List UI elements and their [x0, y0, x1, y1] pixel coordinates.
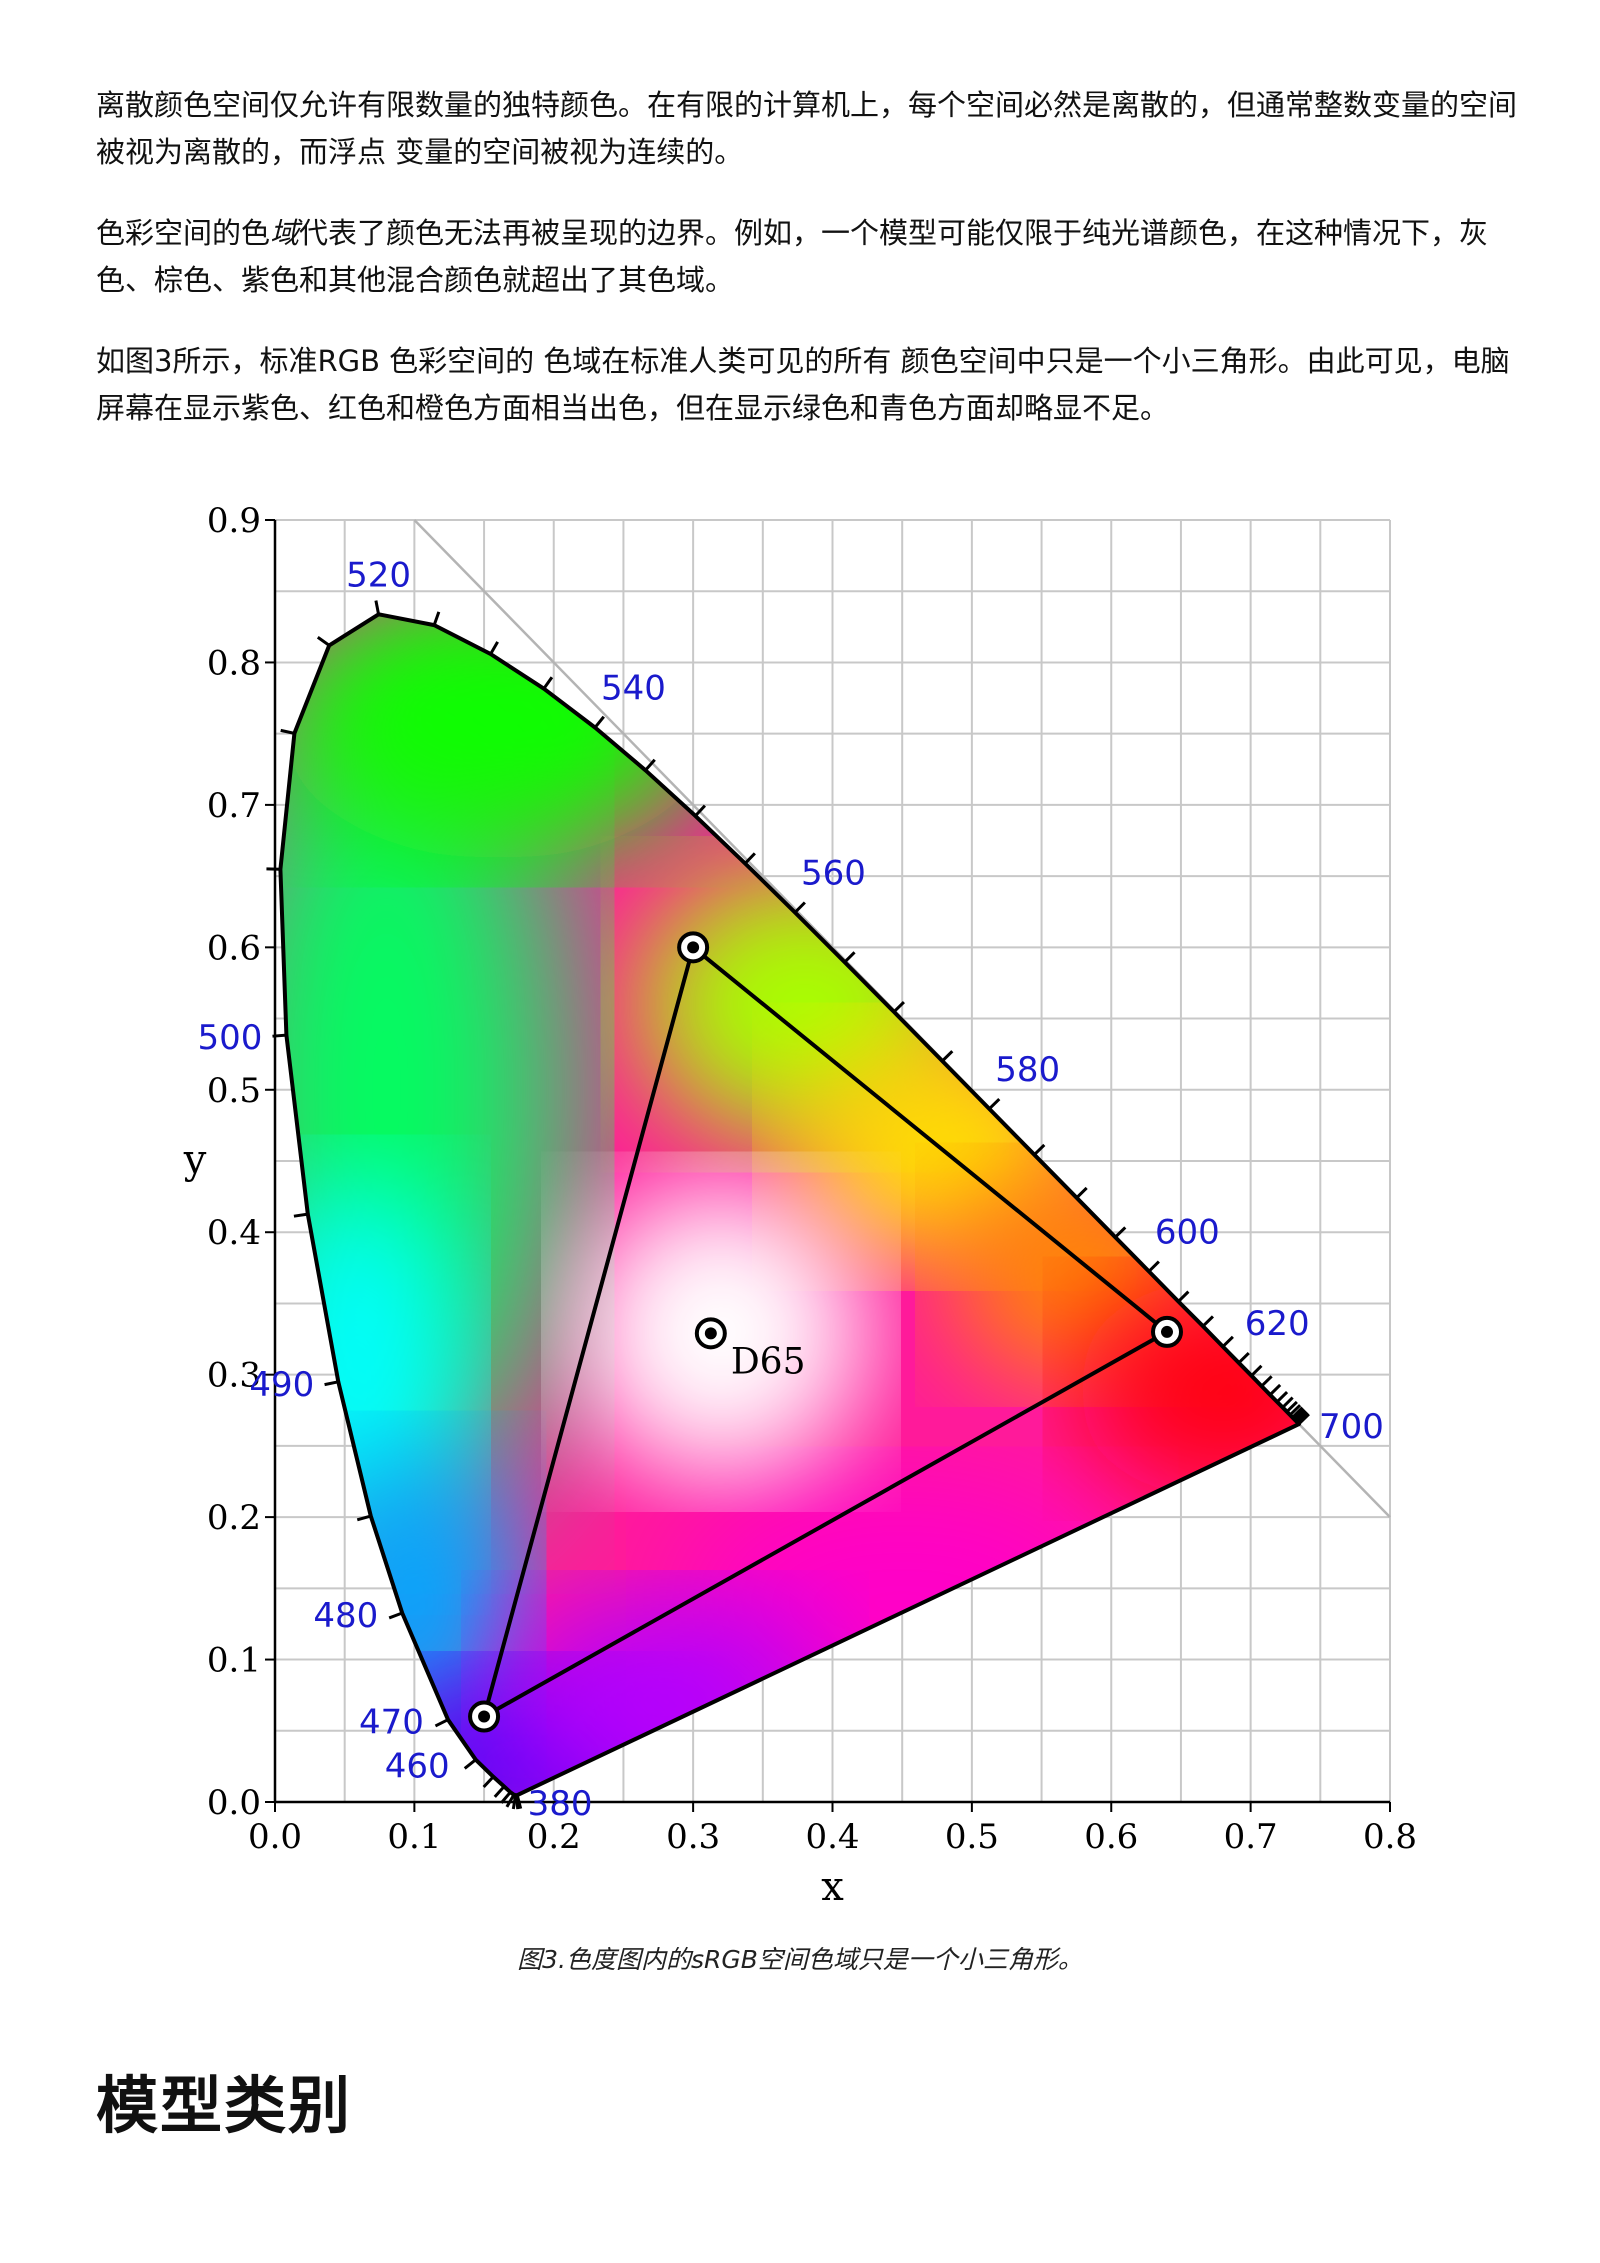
wavelength-tick: [744, 852, 756, 865]
y-axis-title: y: [183, 1137, 207, 1183]
wavelength-tick: [1281, 1396, 1294, 1409]
y-tick-label: 0.8: [207, 643, 261, 683]
paragraph-discrete-color-space: 离散颜色空间仅允许有限数量的独特颜色。在有限的计算机上，每个空间必然是离散的，但…: [96, 82, 1536, 176]
white-point-label: D65: [731, 1341, 806, 1382]
wavelength-label: 500: [198, 1018, 263, 1058]
wavelength-label: 620: [1245, 1304, 1310, 1344]
wavelength-tick: [1291, 1406, 1304, 1419]
wavelength-label: 600: [1155, 1212, 1220, 1252]
wavelength-tick: [500, 1791, 512, 1804]
wavelength-tick: [1114, 1226, 1127, 1239]
y-tick-label: 0.6: [207, 928, 261, 968]
paragraph-text-start: 色彩空间的色: [96, 216, 271, 250]
paragraph-srgb-gamut: 如图3所示，标准RGB 色彩空间的 色域在标准人类可见的所有 颜色空间中只是一个…: [96, 338, 1536, 432]
paragraph-text: 如图3所示，标准RGB 色彩空间的 色域在标准人类可见的所有 颜色空间中只是一个…: [96, 344, 1510, 425]
x-axis-title: x: [821, 1864, 844, 1910]
wavelength-label: 560: [801, 853, 866, 893]
wavelength-tick: [280, 728, 295, 735]
x-tick-label: 0.5: [945, 1817, 999, 1857]
wavelength-tick: [1285, 1400, 1298, 1413]
y-tick-label: 0.5: [207, 1071, 261, 1111]
wavelength-tick: [1250, 1364, 1263, 1377]
wavelength-label: 460: [385, 1747, 450, 1787]
wavelength-label: 540: [601, 669, 666, 709]
wavelength-label: 580: [995, 1050, 1060, 1090]
figure-caption: 图3.色度图内的sRGB空间色域只是一个小三角形。: [517, 1945, 1083, 1974]
wavelength-tick: [482, 1775, 495, 1789]
gamut-vertex-dot: [478, 1710, 491, 1723]
y-tick-label: 0.1: [207, 1641, 261, 1681]
wavelength-tick: [941, 1050, 954, 1063]
wavelength-label: 470: [359, 1703, 424, 1743]
wavelength-tick: [1201, 1315, 1214, 1328]
wavelength-tick: [892, 1000, 905, 1013]
wavelength-tick: [1260, 1375, 1273, 1388]
x-tick-label: 0.0: [248, 1817, 302, 1857]
x-tick-label: 0.6: [1084, 1817, 1138, 1857]
wavelength-tick: [1276, 1390, 1289, 1403]
wavelength-tick: [694, 804, 707, 817]
chromaticity-diagram: 0.0 0.1 0.2 0.3 0.4 0.5 0.6 0.7 0.8 0.0 0.1 0.2 0.3 0…: [183, 501, 1417, 1910]
paragraph-text-end: 代表了颜色无法再被呈现的边界。例如，一个模型可能仅限于纯光谱颜色，在这种情况下，…: [96, 216, 1489, 297]
gamut-vertex-dot: [687, 941, 700, 954]
x-tick-label: 0.4: [805, 1817, 859, 1857]
wavelength-tick: [505, 1793, 516, 1808]
x-tick-label: 0.8: [1363, 1817, 1417, 1857]
color-fill-region: [1072, 1278, 1299, 1499]
wavelength-tick: [374, 600, 381, 615]
wavelength-tick: [988, 1097, 1001, 1110]
wavelength-tick: [1221, 1335, 1234, 1348]
y-tick-label: 0.7: [207, 786, 261, 826]
wavelength-tick: [593, 715, 605, 729]
wavelength-label: 480: [313, 1596, 378, 1636]
white-point-dot: [704, 1327, 717, 1340]
gamut-vertex-dot: [1161, 1325, 1173, 1338]
wavelength-tick: [1147, 1260, 1160, 1273]
paragraph-text: 离散颜色空间仅允许有限数量的独特颜色。在有限的计算机上，每个空间必然是离散的，但…: [96, 88, 1518, 169]
wavelength-tick: [272, 1033, 287, 1038]
x-tick-label: 0.3: [666, 1817, 720, 1857]
y-tick-label: 0.3: [207, 1356, 261, 1396]
spectral-locus-outline: [278, 612, 1301, 1798]
wavelength-tick: [1237, 1351, 1250, 1364]
x-tick-label: 0.1: [387, 1817, 441, 1857]
emphasis-term: 域: [270, 216, 300, 250]
wavelength-tick: [388, 1611, 403, 1620]
wavelength-tick: [1297, 1413, 1310, 1426]
wavelength-tick: [493, 1785, 506, 1798]
paragraph-gamut-definition: 色彩空间的色域代表了颜色无法再被呈现的边界。例如，一个模型可能仅限于纯光谱颜色，…: [96, 210, 1536, 304]
wavelength-tick: [515, 1795, 520, 1810]
wavelength-tick: [432, 611, 441, 626]
wavelength-label: 700: [1319, 1407, 1384, 1447]
wavelength-tick: [293, 1212, 308, 1218]
wavelength-tick: [356, 1514, 372, 1522]
wavelength-tick: [1033, 1143, 1046, 1156]
wavelength-tick: [1269, 1383, 1282, 1396]
wavelength-tick: [644, 758, 656, 772]
wavelength-tick: [489, 641, 499, 655]
y-tick-label: 0.0: [207, 1783, 261, 1823]
wavelength-tick: [316, 636, 331, 647]
y-tick-label: 0.4: [207, 1213, 261, 1253]
wavelength-tick: [1075, 1186, 1088, 1199]
wavelength-tick: [463, 1758, 477, 1770]
section-heading: 模型类别: [96, 2069, 353, 2142]
wavelength-tick: [1292, 1408, 1306, 1421]
wavelength-label: 520: [346, 555, 411, 595]
y-tick-label: 0.2: [207, 1498, 261, 1538]
y-tick-label: 0.9: [207, 501, 261, 541]
wavelength-tick: [843, 951, 856, 964]
wavelength-tick: [324, 1380, 339, 1387]
wavelength-tick: [542, 676, 554, 690]
wavelength-tick: [511, 1794, 518, 1810]
x-tick-label: 0.2: [527, 1817, 581, 1857]
x-tick-label: 0.7: [1224, 1817, 1278, 1857]
wavelength-tick: [1177, 1290, 1190, 1303]
wavelength-label: 380: [528, 1784, 593, 1824]
srgb-gamut-triangle: [482, 945, 1169, 1719]
wavelength-tick: [793, 901, 806, 914]
wavelength-tick: [1289, 1404, 1302, 1417]
wavelength-tick: [434, 1718, 449, 1728]
wavelength-label: 490: [249, 1365, 314, 1405]
